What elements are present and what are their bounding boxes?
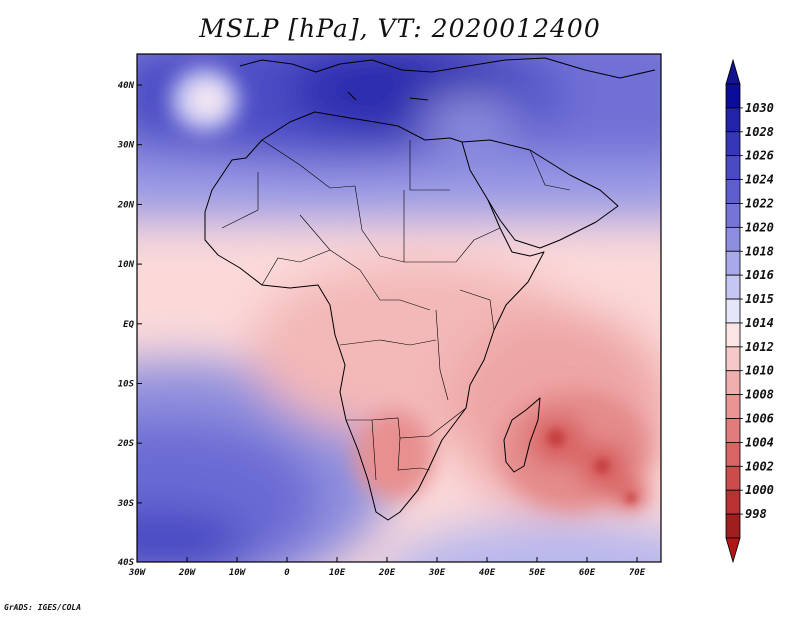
colorbar-label: 1000: [745, 483, 774, 497]
africa-coastline: [204, 111, 545, 521]
colorbar-top-arrow: [725, 58, 741, 85]
colorbar-swatch: [725, 418, 741, 443]
pressure-field: [137, 54, 661, 562]
lon-tick-label: 60E: [579, 568, 596, 578]
colorbar-label: 1020: [745, 220, 774, 234]
border-line: [221, 172, 259, 229]
border-line: [409, 140, 450, 191]
latitude-axis: 40N 30N 20N 10N EQ 10S 20S 30S 40S: [117, 81, 142, 568]
border-line: [359, 269, 431, 311]
lon-tick-label: 30E: [428, 568, 446, 578]
colorbar-label: 1010: [745, 364, 774, 378]
lat-tick-label: 20S: [117, 439, 135, 449]
colorbar-swatch: [725, 394, 741, 419]
arabia-coastline: [461, 139, 619, 249]
colorbar-swatch: [725, 370, 741, 396]
colorbar-swatch: [725, 226, 741, 252]
border-line: [371, 419, 377, 481]
map-title: MSLP [hPa], VT: 2020012400: [199, 14, 601, 43]
colorbar-label: 1006: [745, 412, 774, 426]
colorbar-swatch: [725, 465, 741, 491]
lon-tick-label: 10W: [229, 568, 247, 578]
colorbar-swatch: [725, 489, 741, 515]
credit-text: GrADS: IGES/COLA: [4, 603, 82, 612]
lat-tick-label: 30S: [117, 499, 135, 509]
madagascar-coastline: [503, 397, 541, 473]
colorbar-label: 1018: [745, 244, 774, 258]
lat-tick-label: 40N: [118, 81, 135, 91]
colorbar-label: 1030: [745, 101, 774, 115]
colorbar-label: 1004: [745, 435, 774, 449]
border-line: [339, 339, 437, 346]
border-line: [261, 249, 331, 286]
colorbar-label: 1012: [745, 340, 774, 354]
colorbar-swatch: [725, 203, 741, 228]
longitude-axis: 30W 20W 10W 0 10E 20E 30E 40E 50E 60E 70E: [128, 557, 646, 578]
map-frame: [136, 53, 662, 563]
colorbar-swatch: [725, 155, 741, 180]
colorbar-swatch: [725, 131, 741, 157]
colorbar: 1030 1028 1026 1024 1022 1020 1018 1016 1015 1014…: [725, 58, 774, 564]
colorbar-swatch: [725, 250, 741, 276]
colorbar-swatch: [725, 298, 741, 324]
border-line: [435, 309, 449, 401]
border-line: [346, 417, 431, 439]
lat-tick-label: 10N: [118, 260, 135, 270]
border-line: [397, 437, 431, 471]
colorbar-label: 998: [745, 507, 767, 521]
mediterranean-islands: [347, 91, 429, 101]
lon-tick-label: 40E: [479, 568, 496, 578]
colorbar-swatch: [725, 107, 741, 133]
border-line: [459, 289, 495, 331]
lat-tick-label: 20N: [117, 200, 135, 210]
lon-tick-label: 0: [284, 568, 290, 578]
colorbar-label: 1014: [745, 316, 774, 330]
colorbar-bottom-arrow: [725, 537, 741, 564]
lat-tick-label: EQ: [123, 320, 134, 330]
country-borders: [221, 139, 571, 481]
border-line: [354, 185, 432, 263]
lat-tick-label: 10S: [118, 380, 135, 390]
border-line: [261, 139, 356, 189]
field-low-centers: [547, 429, 637, 503]
colorbar-swatch: [725, 179, 741, 204]
colorbar-swatch: [725, 274, 741, 300]
europe-coastline: [239, 57, 656, 79]
colorbar-swatch: [725, 513, 741, 539]
lon-tick-label: 10E: [329, 568, 346, 578]
colorbar-swatch: [725, 442, 741, 467]
colorbar-label: 1024: [745, 173, 774, 187]
lat-tick-label: 40S: [118, 558, 135, 568]
lat-tick-label: 30N: [117, 141, 135, 151]
colorbar-label: 1002: [745, 459, 774, 473]
border-line: [529, 149, 571, 191]
border-line: [432, 227, 501, 263]
colorbar-label: 1026: [745, 149, 774, 163]
colorbar-label: 1008: [745, 388, 774, 402]
lon-tick-label: 30W: [128, 568, 147, 578]
lon-tick-label: 50E: [529, 568, 546, 578]
lon-tick-label: 20W: [178, 568, 197, 578]
border-line: [429, 407, 467, 437]
colorbar-swatch: [725, 83, 741, 109]
colorbar-label: 1016: [745, 268, 774, 282]
colorbar-swatch: [725, 322, 741, 348]
coastlines: [204, 57, 656, 521]
colorbar-label: 1022: [745, 196, 774, 210]
lon-tick-label: 70E: [629, 568, 646, 578]
colorbar-label: 1015: [745, 292, 774, 306]
lon-tick-label: 20E: [378, 568, 396, 578]
colorbar-label: 1028: [745, 125, 774, 139]
colorbar-swatch: [725, 346, 741, 372]
